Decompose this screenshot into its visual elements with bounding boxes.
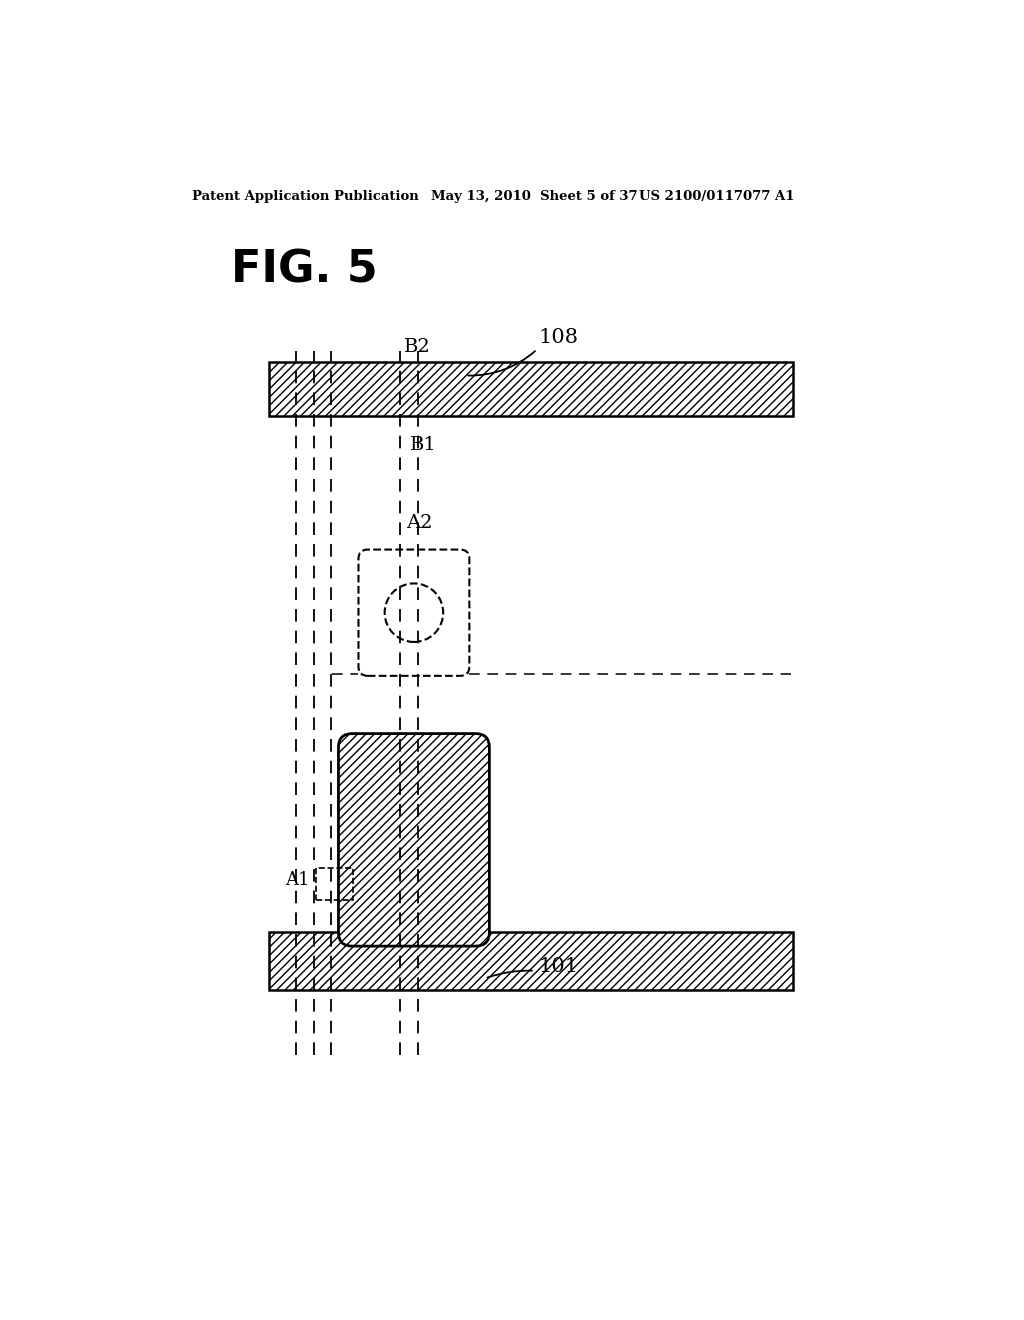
- FancyBboxPatch shape: [339, 734, 489, 946]
- Text: B1: B1: [410, 436, 437, 454]
- Text: A2: A2: [407, 513, 433, 532]
- Text: A1: A1: [286, 871, 310, 888]
- Text: Patent Application Publication: Patent Application Publication: [193, 190, 419, 203]
- Text: 108: 108: [539, 329, 579, 347]
- Text: May 13, 2010  Sheet 5 of 37: May 13, 2010 Sheet 5 of 37: [431, 190, 638, 203]
- Text: 101: 101: [539, 957, 579, 977]
- Text: B2: B2: [403, 338, 431, 356]
- Bar: [269, 932, 793, 990]
- Bar: [316, 867, 353, 900]
- Text: FIG. 5: FIG. 5: [230, 248, 378, 292]
- Bar: [269, 363, 793, 416]
- Text: US 2100/0117077 A1: US 2100/0117077 A1: [639, 190, 795, 203]
